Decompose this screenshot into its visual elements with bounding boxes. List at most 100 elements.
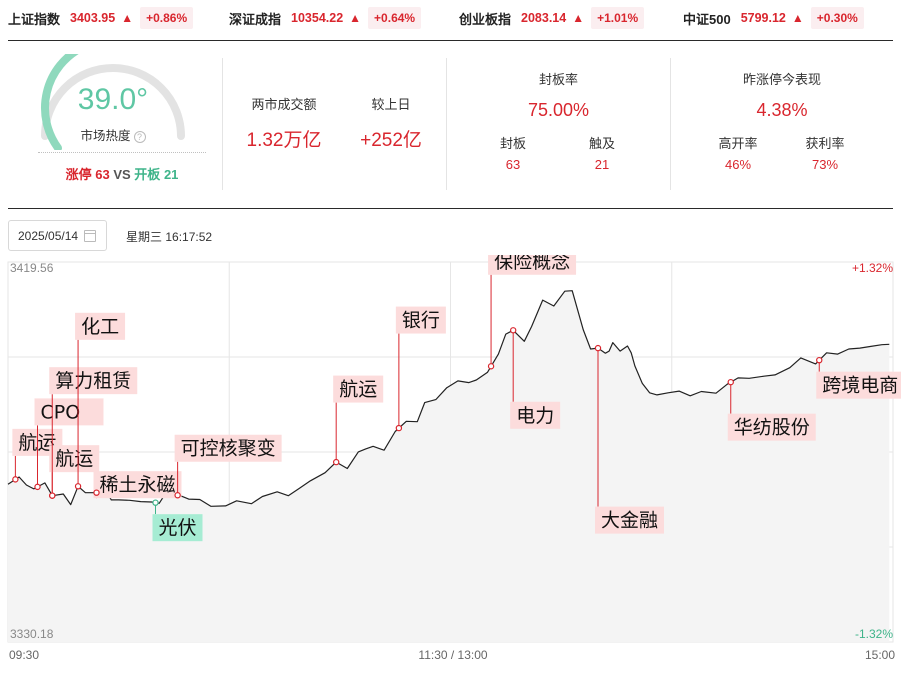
sector-annotations: 航运CPO航运算力租赁化工稀土永磁光伏可控核聚变航运银行保险概念电力大金融华纺股… xyxy=(12,255,901,542)
tag-box xyxy=(49,445,100,473)
sector-tag-label: 跨境电商 xyxy=(822,375,898,397)
sector-tag-label: CPO xyxy=(41,401,81,423)
tag-box xyxy=(727,413,816,441)
tag-anchor-dot xyxy=(152,499,159,506)
tag-box xyxy=(395,306,446,334)
index-change-badge: +0.30% xyxy=(810,7,864,29)
tag-anchor-dot xyxy=(594,344,602,352)
x-tick-label-close: 15:00 xyxy=(865,648,895,662)
index-ticker: 上证指数 3403.95 ▲ +0.86% 深证成指 10354.22 ▲ +0… xyxy=(0,0,901,36)
info-icon[interactable]: ? xyxy=(133,131,146,143)
sector-tag-label: 航运 xyxy=(339,379,377,401)
date-time-info: 星期三 16:17:52 xyxy=(126,228,212,245)
opened-label: 开板 xyxy=(134,167,161,182)
index-item-shenzhen[interactable]: 深证成指 10354.22 ▲ +0.64% xyxy=(229,6,422,30)
tag-anchor-dot xyxy=(74,483,82,490)
tag-box xyxy=(93,471,182,499)
gauge-fill xyxy=(41,54,79,150)
touched-value: 21 xyxy=(594,157,610,172)
sector-tag[interactable]: 大金融 xyxy=(594,344,664,534)
tag-anchor-dot xyxy=(332,458,340,466)
time-text: 16:17:52 xyxy=(165,230,213,244)
up-arrow-icon: ▲ xyxy=(791,11,804,25)
y-tick-label-min: 3330.18 xyxy=(10,627,54,641)
index-change-badge: +0.64% xyxy=(368,7,422,29)
index-price: 2083.14 xyxy=(521,11,567,25)
index-name: 深证成指 xyxy=(229,11,282,27)
index-item-csi500[interactable]: 中证500 5799.12 ▲ +0.30% xyxy=(683,6,864,30)
sector-tag[interactable]: 算力租赁 xyxy=(49,367,138,499)
tag-box xyxy=(34,398,104,426)
index-item-shanghai[interactable]: 上证指数 3403.95 ▲ +0.86% xyxy=(8,6,194,30)
yesterday-limit-value: 4.38% xyxy=(756,100,808,120)
index-price: 5799.12 xyxy=(740,11,786,25)
price-area xyxy=(8,290,890,642)
tag-box xyxy=(75,312,126,340)
sector-tag-label: 电力 xyxy=(516,405,554,427)
tag-anchor-dot xyxy=(487,363,495,370)
limit-up-count: 63 xyxy=(95,167,110,182)
tag-anchor-dot xyxy=(174,492,181,499)
up-arrow-icon: ▲ xyxy=(572,11,585,25)
divider xyxy=(8,40,893,41)
sealed-label: 封板 xyxy=(499,136,526,151)
heat-label: 市场热度? xyxy=(50,125,176,144)
sector-tag[interactable]: 稀土永磁 xyxy=(93,471,182,499)
sector-tag[interactable]: 化工 xyxy=(74,312,126,490)
sector-tag[interactable]: 电力 xyxy=(509,327,561,429)
sector-tag-label: 华纺股份 xyxy=(734,417,810,439)
tag-anchor-dot xyxy=(49,492,56,499)
tag-anchor-dot xyxy=(395,424,403,432)
date-picker[interactable]: 2025/05/14 xyxy=(8,220,107,251)
date-value: 2025/05/14 xyxy=(18,228,79,243)
yesterday-limit-label: 昨涨停今表现 xyxy=(742,72,821,87)
sector-tag-label: 化工 xyxy=(81,316,119,338)
heat-label-text: 市场热度 xyxy=(80,129,131,143)
sector-tag[interactable]: 航运 xyxy=(49,445,100,499)
axis-tick-labels: 3419.56 3330.18 +1.32% -1.32% 09:30 11:30 / 1… xyxy=(9,261,895,662)
tag-anchor-dot xyxy=(509,327,517,334)
index-name: 中证500 xyxy=(683,11,731,27)
sector-tag-label: 算力租赁 xyxy=(55,370,131,392)
turnover-diff-value: +252亿 xyxy=(360,130,422,151)
index-item-chinext[interactable]: 创业板指 2083.14 ▲ +1.01% xyxy=(459,6,645,30)
sector-tag[interactable]: 保险概念 xyxy=(487,255,577,370)
touched-label: 触及 xyxy=(588,136,615,151)
heat-gauge xyxy=(41,54,185,150)
turnover-diff-label: 较上日 xyxy=(371,97,411,112)
index-name: 创业板指 xyxy=(459,11,512,27)
index-change-badge: +0.86% xyxy=(140,7,194,29)
sector-tag[interactable]: 华纺股份 xyxy=(727,378,816,441)
sealed-value: 63 xyxy=(505,157,521,172)
panel-divider xyxy=(670,58,671,190)
up-arrow-icon: ▲ xyxy=(349,11,362,25)
intraday-chart[interactable]: 航运CPO航运算力租赁化工稀土永磁光伏可控核聚变航运银行保险概念电力大金融华纺股… xyxy=(0,255,901,673)
tag-anchor-dot xyxy=(93,489,100,496)
panel-divider xyxy=(222,58,223,190)
profit-value: 73% xyxy=(811,157,839,172)
high-open-label: 高开率 xyxy=(718,136,758,151)
sector-tag[interactable]: 光伏 xyxy=(152,499,203,542)
sector-tag-label: 大金融 xyxy=(601,510,658,532)
tag-anchor-dot xyxy=(34,483,41,491)
sector-tag[interactable]: CPO xyxy=(34,398,104,491)
sector-tag-label: 光伏 xyxy=(159,517,197,539)
sector-tag[interactable]: 跨境电商 xyxy=(816,356,901,399)
sector-tag[interactable]: 银行 xyxy=(395,306,446,432)
index-name: 上证指数 xyxy=(8,11,61,27)
tag-box xyxy=(595,506,664,534)
sector-tag-label: 稀土永磁 xyxy=(100,474,176,496)
tag-box xyxy=(816,371,901,399)
calendar-icon[interactable] xyxy=(84,230,96,242)
limit-up-vs-opened: 涨停 63 VS 开板 21 xyxy=(38,164,206,183)
sector-tag[interactable]: 可控核聚变 xyxy=(174,434,282,499)
seal-rate-label: 封板率 xyxy=(538,72,578,87)
seal-rate-value: 75.00% xyxy=(527,100,590,120)
price-line xyxy=(7,290,890,507)
opened-count: 21 xyxy=(163,167,179,182)
turnover-label: 两市成交额 xyxy=(251,97,317,112)
x-tick-label-open: 09:30 xyxy=(9,648,39,662)
tag-anchor-dot xyxy=(816,356,823,364)
profit-label: 获利率 xyxy=(805,136,845,151)
sector-tag[interactable]: 航运 xyxy=(332,375,384,466)
